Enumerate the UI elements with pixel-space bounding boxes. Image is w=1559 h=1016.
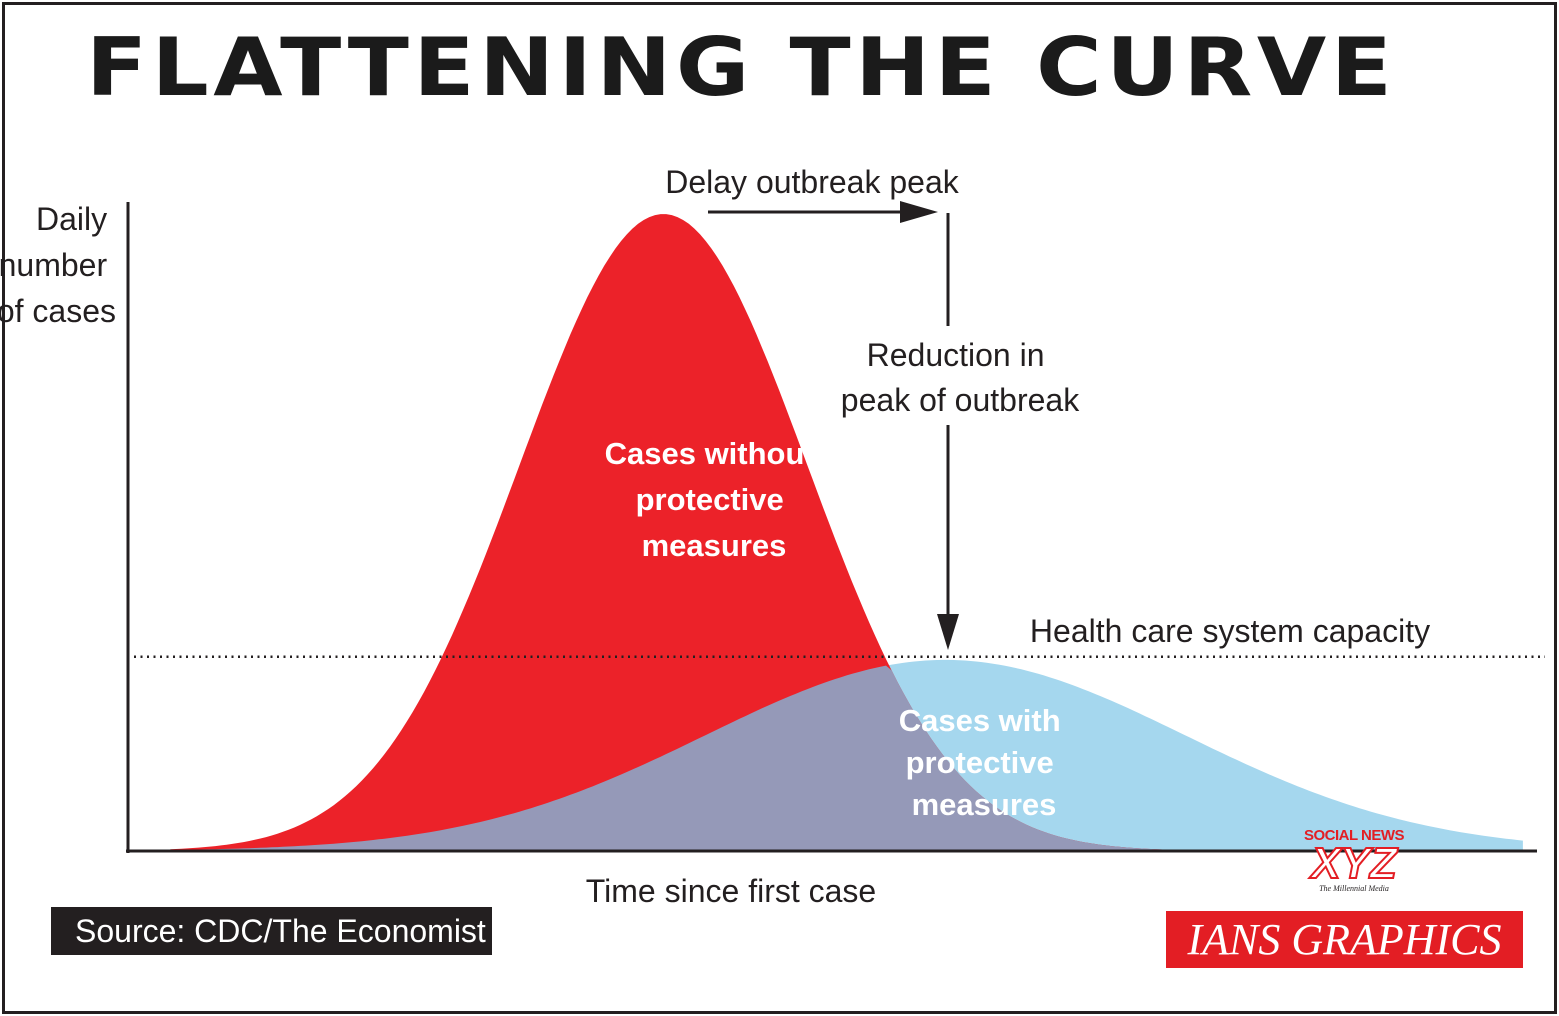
social-news-xyz-logo: SOCIAL NEWS XYZ The Millennial Media xyxy=(1296,828,1412,904)
area-without-measures xyxy=(170,214,1523,852)
y-axis-label: Daily number of cases xyxy=(0,201,116,329)
series-label-line: measures xyxy=(642,528,787,563)
reduction-annotation-line: peak of outbreak xyxy=(841,382,1080,418)
delay-annotation: Delay outbreak peak xyxy=(665,164,960,200)
page-title: FLATTENING THE CURVE xyxy=(86,21,1397,114)
series-label-line: measures xyxy=(912,787,1057,822)
source-badge: Source: CDC/The Economist xyxy=(51,907,492,955)
reduction-annotation-line: Reduction in xyxy=(867,337,1045,373)
y-axis-label-line: number xyxy=(0,247,107,283)
reduction-arrow-head xyxy=(937,614,959,650)
logo-top-text: SOCIAL NEWS xyxy=(1303,827,1405,844)
series-label-with-measures: Cases with protective measures xyxy=(899,703,1070,822)
chart-areas xyxy=(170,214,1523,852)
capacity-label: Health care system capacity xyxy=(1030,613,1430,649)
logo-tagline: The Millennial Media xyxy=(1319,884,1389,893)
series-label-line: protective xyxy=(906,745,1054,780)
series-label-line: Cases without xyxy=(605,436,815,471)
x-axis-label: Time since first case xyxy=(586,873,876,909)
series-label-without-measures: Cases without protective measures xyxy=(605,436,824,563)
area-overlap xyxy=(170,665,1523,851)
logo-main-text: XYZ xyxy=(1310,839,1398,888)
series-label-line: Cases with xyxy=(899,703,1061,738)
series-label-line: protective xyxy=(636,482,784,517)
ians-graphics-credit: IANS GRAPHICS xyxy=(1166,911,1523,968)
y-axis-label-line: of cases xyxy=(0,293,116,329)
reduction-annotation: Reduction in peak of outbreak xyxy=(841,337,1080,418)
y-axis-label-line: Daily xyxy=(36,201,107,237)
delay-arrow-head xyxy=(900,201,938,223)
